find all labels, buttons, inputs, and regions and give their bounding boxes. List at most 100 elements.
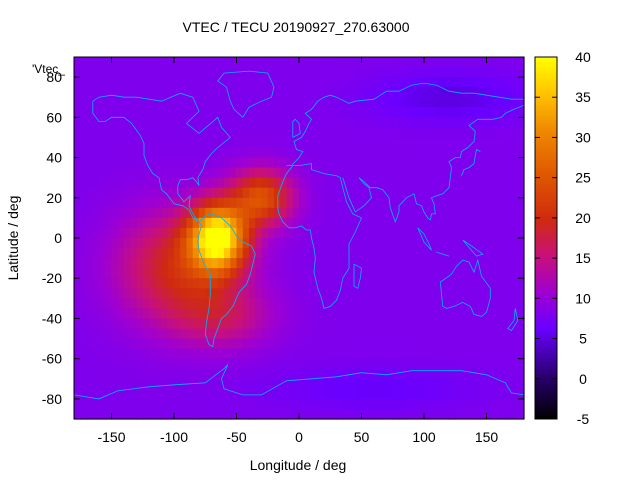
heatmap-cell [411,207,419,219]
heatmap-cell [292,408,300,420]
heatmap-cell [449,207,456,219]
heatmap-cell [211,288,219,299]
heatmap-cell [349,107,356,118]
heatmap-cell [249,258,256,269]
heatmap-cell [86,368,94,380]
heatmap-cell [199,278,206,289]
heatmap-cell [149,328,156,340]
heatmap-cell [386,348,394,360]
heatmap-cell [474,197,481,209]
heatmap-cell [474,358,481,370]
heatmap-cell [242,358,250,370]
heatmap-cell [442,127,450,139]
heatmap-cell [86,57,94,68]
heatmap-cell [349,348,356,360]
heatmap-cell [474,77,481,88]
heatmap-cell [155,358,163,370]
heatmap-cell [399,67,406,78]
heatmap-cell [249,348,256,360]
heatmap-cell [117,147,125,159]
heatmap-cell [480,207,488,219]
heatmap-cell [117,238,125,249]
heatmap-cell [161,157,169,169]
heatmap-cell [505,298,513,309]
heatmap-cell [149,57,156,68]
heatmap-cell [349,378,356,390]
heatmap-cell [186,408,194,420]
heatmap-cell [167,238,175,249]
heatmap-cell [80,87,88,98]
heatmap-cell [486,358,494,370]
heatmap-cell [230,348,238,360]
heatmap-cell [230,177,238,189]
heatmap-cell [142,378,150,390]
heatmap-cell [267,127,275,139]
heatmap-cell [174,408,181,420]
heatmap-cell [449,308,456,320]
heatmap-cell [330,388,338,400]
heatmap-cell [111,157,119,169]
heatmap-cell [299,358,306,370]
heatmap-cell [336,67,344,78]
heatmap-cell [405,127,413,139]
heatmap-cell [355,117,363,128]
heatmap-cell [255,408,263,420]
heatmap-cell [380,207,388,219]
heatmap-cell [217,258,225,269]
heatmap-cell [280,227,288,239]
heatmap-cell [242,248,250,259]
heatmap-cell [449,157,456,169]
heatmap-cell [86,137,94,149]
heatmap-cell [474,238,481,249]
heatmap-cell [311,338,319,350]
heatmap-cell [349,408,356,420]
heatmap-cell [374,187,381,199]
heatmap-cell [492,77,500,88]
heatmap-cell [474,57,481,68]
heatmap-cell [92,57,100,68]
heatmap-cell [130,308,138,320]
heatmap-cell [280,408,288,420]
heatmap-cell [224,288,231,299]
heatmap-cell [367,318,375,330]
heatmap-cell [180,288,188,299]
heatmap-cell [205,238,213,249]
heatmap-cell [280,137,288,149]
colorbar-tick-label: 0 [579,371,587,387]
heatmap-cell [467,278,475,289]
heatmap-cell [480,298,488,309]
y-tick-label: 0 [54,230,62,246]
heatmap-cell [242,288,250,299]
heatmap-cell [317,157,325,169]
heatmap-cell [374,258,381,269]
heatmap-cell [430,207,438,219]
heatmap-cell [299,157,306,169]
heatmap-cell [124,157,131,169]
heatmap-cell [86,87,94,98]
heatmap-cell [367,248,375,259]
heatmap-cell [461,308,469,320]
heatmap-cell [367,107,375,118]
heatmap-cell [392,278,400,289]
heatmap-cell [211,318,219,330]
heatmap-cell [492,197,500,209]
heatmap-cell [367,77,375,88]
heatmap-cell [517,87,525,98]
heatmap-cell [149,117,156,128]
heatmap-cell [92,278,100,289]
heatmap-cell [211,137,219,149]
heatmap-cell [399,408,406,420]
heatmap-cell [374,97,381,108]
heatmap-cell [480,107,488,118]
heatmap-cell [292,137,300,149]
heatmap-cell [280,107,288,118]
heatmap-cell [324,227,331,239]
heatmap-cell [330,217,338,229]
heatmap-cell [174,308,181,320]
heatmap-cell [411,107,419,118]
heatmap-cell [117,87,125,98]
heatmap-cell [324,207,331,219]
heatmap-cell [486,77,494,88]
heatmap-cell [417,87,425,98]
